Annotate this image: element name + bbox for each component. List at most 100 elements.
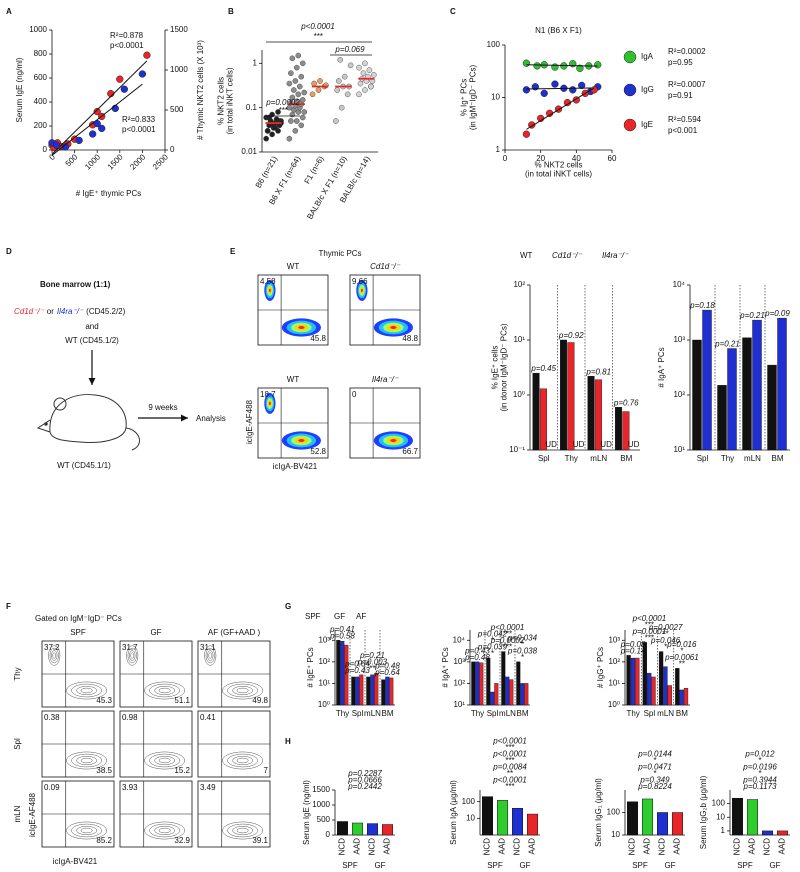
contour <box>48 645 61 666</box>
panel-letter: A <box>6 7 12 16</box>
data-point <box>357 80 364 87</box>
y-tick-label: 600 <box>34 73 48 82</box>
y-tick-label: 10 <box>611 830 620 839</box>
y-axis-label: (in IgM⁻IgD⁻ PCs) <box>469 64 478 130</box>
gate-value: 7 <box>264 766 269 775</box>
p-value: p<0.0001 <box>300 22 335 31</box>
donor-line: Cd1d⁻/⁻ or Il4ra⁻/⁻ (CD45.2/2) <box>14 307 126 316</box>
contour <box>127 647 137 664</box>
data-point <box>551 63 559 71</box>
bar <box>352 822 363 836</box>
x-tick-label: AAD <box>498 838 507 855</box>
y-axis-label: # IgE⁺ PCs <box>306 647 315 687</box>
gate-value: 0.98 <box>122 713 138 722</box>
y-tick-label: 10 <box>716 812 725 821</box>
y-tick-label: 0 <box>326 830 331 839</box>
p-value: * <box>491 649 494 658</box>
contour <box>205 647 215 664</box>
annotation: R²=0.0002 <box>668 47 706 56</box>
contour <box>227 753 259 768</box>
donor-strain: (CD45.2/2) <box>86 307 125 316</box>
bar <box>627 801 638 836</box>
x-tick-label: NCD <box>338 838 347 856</box>
x-tick-label: NCD <box>513 838 522 856</box>
y-tick-label: 10⁴ <box>453 635 466 644</box>
p-value: p=0.034 <box>507 633 538 642</box>
x-tick-label: BM <box>517 709 529 718</box>
bar <box>486 657 491 706</box>
data-point <box>344 91 351 98</box>
y-axis-label: Serum IgG₂b (μg/ml) <box>699 775 708 849</box>
y-tick-label: 10⁰ <box>513 390 525 399</box>
gate-value: 3.93 <box>122 783 138 792</box>
bar <box>594 379 602 451</box>
x-tick-label: mLN <box>744 454 761 463</box>
contour <box>66 821 108 840</box>
data-point <box>286 80 293 87</box>
row-label: Spl <box>13 738 22 750</box>
x-tick-label: AAD <box>528 838 537 855</box>
data-point <box>275 109 281 115</box>
flow-title: Thymic PCs <box>318 249 361 258</box>
data-point <box>360 70 367 76</box>
contour <box>232 685 253 696</box>
p-value: p=0.18 <box>689 301 715 310</box>
gate-value: 49.8 <box>252 696 268 705</box>
contour <box>154 685 175 696</box>
x-tick-label: Thy <box>471 709 484 718</box>
data-point <box>299 114 306 121</box>
p-value: p=0.016 <box>666 640 697 649</box>
density <box>269 288 271 293</box>
y-axis-label: # IgA⁺ PCs <box>441 647 450 687</box>
bar <box>366 676 371 706</box>
data-point <box>578 81 586 90</box>
p-value: *** <box>645 620 654 629</box>
bar <box>615 407 623 451</box>
contour <box>158 827 171 834</box>
contour <box>158 687 171 694</box>
data-point <box>138 70 147 78</box>
x-tick-label: Thy <box>626 709 639 718</box>
bar <box>344 644 349 706</box>
x-tick-label: NCD <box>763 838 772 856</box>
x-tick-label: AAD <box>353 838 362 855</box>
bar <box>683 688 689 706</box>
contour <box>66 751 108 770</box>
p-value: p<0.0001 <box>492 750 527 759</box>
gate-value: 52.8 <box>310 447 326 456</box>
p-value: p<0.0001 <box>490 623 525 632</box>
contour <box>236 687 249 694</box>
gate-value: 15.2 <box>174 766 190 775</box>
contour <box>154 755 175 766</box>
data-point <box>75 136 83 145</box>
fit-line <box>526 87 598 90</box>
y-axis-label: % Ig⁺ PCs <box>460 79 469 117</box>
x-tick-label: Spl <box>538 454 550 463</box>
annotation: p=0.91 <box>668 91 693 100</box>
p-value: * <box>680 646 683 655</box>
p-value: p=0.3944 <box>742 776 777 785</box>
bar <box>385 676 390 706</box>
data-point <box>332 118 339 124</box>
bar <box>635 657 640 706</box>
data-point <box>269 131 275 138</box>
y-tick-label: 1 <box>721 826 726 835</box>
bar <box>382 824 393 836</box>
bar <box>675 668 680 706</box>
y-tick-label: 10² <box>318 657 330 666</box>
x-tick-label: mLN <box>499 709 516 718</box>
p-value: p=0.003 <box>357 658 388 667</box>
data-point <box>299 60 306 67</box>
y-tick-label: 1000 <box>170 65 188 74</box>
contour <box>222 821 264 840</box>
bar <box>667 685 672 706</box>
gate-value: 4.58 <box>260 277 276 286</box>
y-tick-label: 10¹ <box>318 679 330 688</box>
y-tick-label: 10 <box>491 93 500 102</box>
density <box>390 439 397 442</box>
p-value: p=0.08 <box>620 640 646 649</box>
y-tick-label: 0 <box>43 145 48 154</box>
gate-value: 31.7 <box>122 643 138 652</box>
annotation: p<0.0001 <box>110 41 144 50</box>
